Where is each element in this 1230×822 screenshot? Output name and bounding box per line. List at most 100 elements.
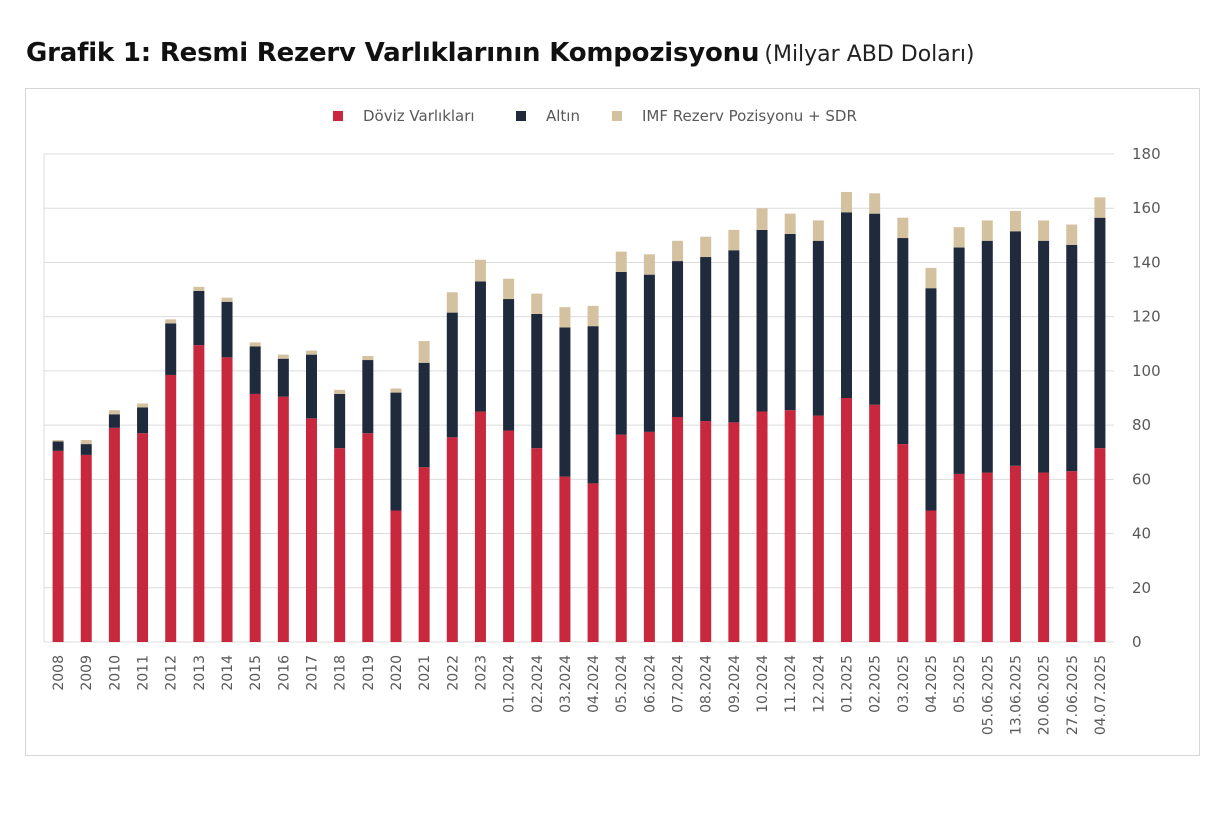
bar-segment-2 [700, 257, 712, 422]
bar-segment-1 [80, 454, 92, 642]
gridlines [43, 153, 1114, 643]
bar-segment-1 [615, 434, 627, 642]
bar-segment-3 [446, 292, 458, 313]
x-tick-label: 07.2024 [671, 655, 687, 713]
x-tick-label: 2018 [333, 655, 349, 691]
bar-segment-2 [643, 274, 655, 432]
x-tick-label: 2011 [136, 655, 152, 691]
bar-segment-3 [306, 350, 317, 355]
x-tick-label: 20.06.2025 [1037, 655, 1053, 735]
bar-segment-1 [981, 472, 993, 642]
bar-segment-1 [643, 431, 655, 642]
bar-segment-2 [841, 212, 852, 398]
bar-segment-3 [1066, 224, 1078, 245]
bar-segment-1 [52, 450, 64, 642]
x-tick-label: 2022 [445, 655, 461, 691]
bar-segment-1 [756, 411, 768, 642]
bar-segment-1 [897, 444, 909, 642]
x-tick-label: 03.2025 [896, 655, 912, 713]
bar-segment-1 [587, 483, 599, 642]
x-tick-label: 01.2025 [840, 655, 856, 713]
chart-title: Grafik 1: Resmi Rezerv Varlıklarının Kom… [26, 38, 975, 68]
legend-swatch-1 [333, 111, 343, 121]
bar-segment-3 [587, 305, 599, 327]
y-tick-label: 80 [1132, 416, 1151, 434]
bar-segment-1 [700, 421, 712, 642]
bar-segment-2 [165, 323, 177, 375]
bar-segment-2 [1066, 244, 1078, 472]
bar-segment-3 [193, 286, 205, 291]
x-tick-label: 2014 [220, 655, 236, 691]
x-tick-label: 2010 [107, 655, 123, 691]
x-tick-label: 08.2024 [699, 655, 715, 713]
bar-segment-2 [446, 312, 458, 438]
bar-segment-2 [390, 392, 402, 511]
bar-segment-3 [953, 227, 965, 248]
bar-segment-3 [728, 229, 740, 251]
bar-segment-1 [672, 416, 684, 642]
bar-segment-3 [221, 297, 233, 302]
x-tick-label: 04.2024 [586, 655, 602, 713]
bar-segment-1 [925, 510, 937, 642]
x-tick-label: 03.2024 [558, 655, 574, 713]
x-tick-label: 06.2024 [642, 655, 658, 713]
bar-segment-3 [559, 307, 571, 328]
x-tick-label: 2017 [305, 655, 321, 691]
bar-segment-2 [108, 414, 120, 428]
bar-segment-3 [418, 341, 430, 363]
x-tick-label: 10.2024 [755, 655, 771, 713]
bar-segment-2 [925, 288, 937, 511]
x-axis: 2008 2009 2010 2011 2012 2013 2014 2015 2016 2017… [51, 655, 1109, 735]
bar-segment-3 [700, 236, 712, 258]
bar-segment-2 [812, 240, 824, 416]
bar-segment-3 [841, 191, 852, 213]
bar-segment-1 [277, 396, 289, 642]
bar-segment-3 [784, 213, 796, 234]
chart-frame: Döviz Varlıkları Altın IMF Rezerv Pozisyon… [25, 88, 1200, 756]
bar-segment-1 [362, 433, 374, 642]
x-tick-label: 2020 [389, 655, 405, 691]
bar-segment-1 [418, 467, 430, 642]
legend-label-1: Döviz Varlıkları [363, 107, 475, 125]
bar-segment-3 [812, 220, 824, 241]
y-axis: 0 20 40 60 80 100 120 140 160 180 [1132, 145, 1161, 651]
x-tick-label: 01.2024 [502, 655, 518, 713]
bar-segment-1 [869, 404, 881, 642]
x-tick-label: 13.06.2025 [1008, 655, 1024, 735]
bar-segment-1 [474, 411, 486, 642]
bar-segment-2 [306, 354, 317, 419]
bar-segment-3 [925, 267, 937, 289]
bar-segment-3 [869, 193, 881, 214]
bar-segment-2 [80, 444, 92, 455]
bar-segment-1 [728, 422, 740, 642]
bar-segment-3 [334, 389, 346, 394]
stacked-bar-chart: Döviz Varlıkları Altın IMF Rezerv Pozisyon… [43, 107, 1161, 735]
bar-segment-2 [277, 358, 289, 397]
bar-segment-3 [362, 355, 374, 361]
bar-segment-2 [249, 346, 261, 394]
bar-segment-2 [897, 238, 909, 445]
bar-segment-3 [52, 440, 64, 442]
bar-segment-3 [108, 410, 120, 415]
bar-segment-1 [953, 473, 965, 642]
bar-segment-2 [953, 247, 965, 474]
bar-segment-1 [784, 410, 796, 642]
bar-segment-2 [418, 362, 430, 468]
chart-title-unit: (Milyar ABD Doları) [764, 42, 975, 67]
bar-segment-2 [784, 233, 796, 411]
y-tick-label: 160 [1132, 199, 1161, 217]
bar-segment-3 [756, 208, 768, 230]
y-tick-label: 0 [1132, 633, 1142, 651]
legend-label-3: IMF Rezerv Pozisyonu + SDR [642, 107, 857, 125]
bar-segment-2 [559, 327, 571, 477]
x-tick-label: 2015 [248, 655, 264, 691]
bar-segment-3 [1009, 210, 1021, 232]
bar-segment-1 [334, 448, 346, 642]
x-tick-label: 12.2024 [811, 655, 827, 713]
bar-segment-1 [165, 374, 177, 642]
legend-swatch-3 [612, 111, 622, 121]
bar-segment-1 [249, 393, 261, 642]
bar-segment-1 [390, 510, 402, 642]
bar-segment-3 [277, 354, 289, 359]
y-tick-label: 140 [1132, 253, 1161, 271]
